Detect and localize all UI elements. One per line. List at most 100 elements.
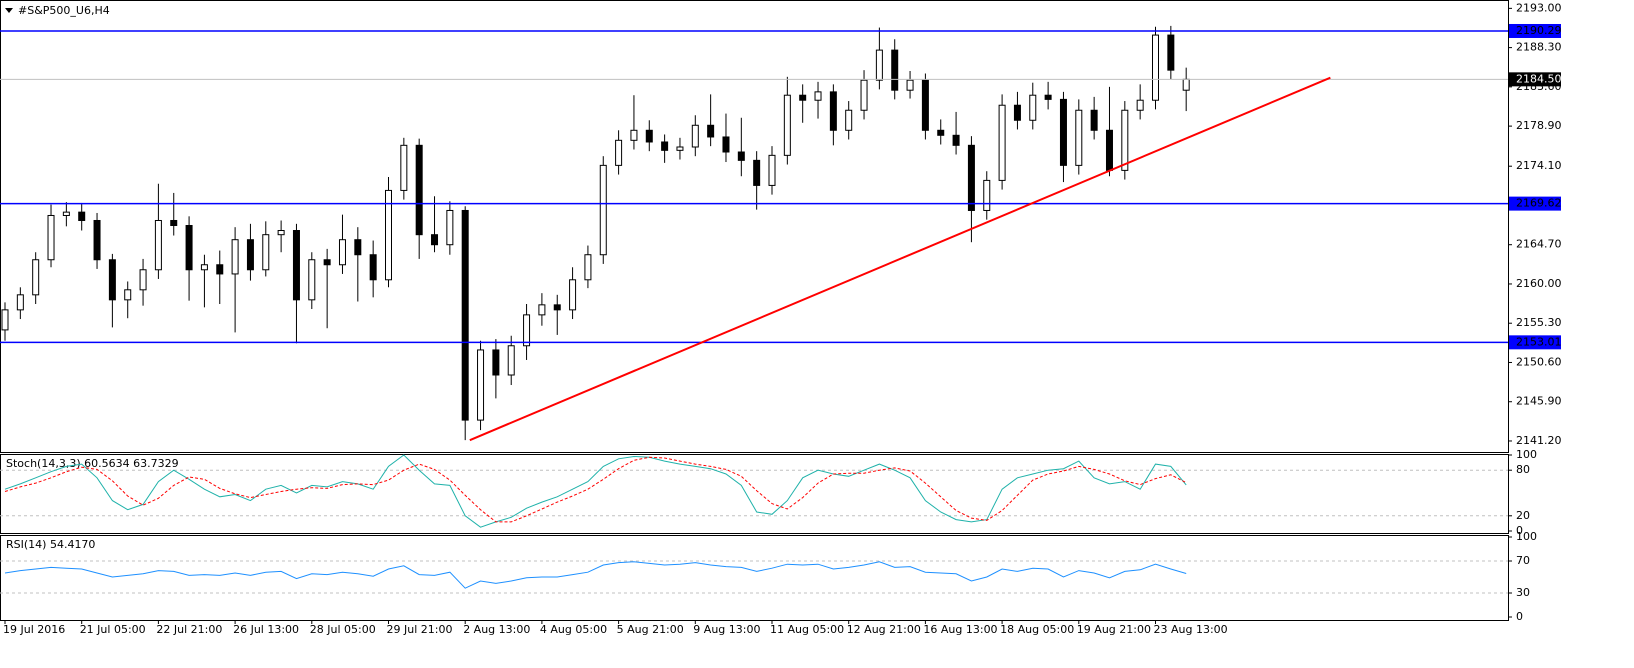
candle-body <box>538 304 546 316</box>
y-tick-label: 70 <box>1516 554 1530 567</box>
candle-body <box>676 146 684 151</box>
trend-line <box>469 76 1331 442</box>
candle-body <box>983 179 991 211</box>
candle-body <box>891 49 899 91</box>
candle-body <box>523 314 531 347</box>
x-tick-label: 4 Aug 05:00 <box>540 623 607 636</box>
candle-body <box>952 134 960 146</box>
candle-body <box>47 214 55 261</box>
candle-body <box>216 264 224 275</box>
candle-body <box>553 304 561 311</box>
candle-body <box>1167 34 1175 71</box>
candle-body <box>154 219 162 271</box>
candle-body <box>937 129 945 136</box>
candle-body <box>645 129 653 143</box>
candle-body <box>906 79 914 91</box>
price-level-label: 2169.62 <box>1516 197 1562 210</box>
indicator-line <box>4 561 1187 589</box>
candle-body <box>369 254 377 281</box>
candle-body <box>584 254 592 281</box>
candle-body <box>768 154 776 186</box>
candle-body <box>185 225 193 271</box>
candle-body <box>446 209 454 246</box>
x-tick-label: 19 Aug 21:00 <box>1077 623 1151 636</box>
candle-body <box>860 79 868 111</box>
x-tick-label: 12 Aug 21:00 <box>847 623 921 636</box>
indicator-panel <box>0 535 1509 621</box>
candle-body <box>998 104 1006 181</box>
price-level-box <box>1509 23 1561 38</box>
candle-body <box>1121 109 1129 171</box>
candle-body <box>93 219 101 261</box>
indicator-title: Stoch(14,3,3) 60.5634 63.7329 <box>6 457 179 470</box>
y-tick-label: 2150.60 <box>1516 355 1562 368</box>
y-tick-label: 2155.30 <box>1516 316 1562 329</box>
y-tick-label: 2188.30 <box>1516 41 1562 54</box>
y-tick-label: 0 <box>1516 524 1523 537</box>
plot-layer: 2193.002188.302183.602178.902174.102164.… <box>0 0 1562 636</box>
candle-body <box>461 209 469 421</box>
candle-body <box>799 94 807 101</box>
candle-body <box>32 259 40 296</box>
candle-body <box>124 289 132 301</box>
x-tick-label: 28 Jul 05:00 <box>310 623 376 636</box>
candle-body <box>845 109 853 131</box>
candle-body <box>707 124 715 138</box>
price-level-box <box>1509 196 1561 211</box>
candle-body <box>492 349 500 376</box>
candle-body <box>477 349 485 421</box>
candle-body <box>661 141 669 151</box>
y-tick-label: 2178.90 <box>1516 119 1562 132</box>
candle-body <box>431 234 439 246</box>
price-level-box <box>1509 72 1561 87</box>
candle-body <box>139 269 147 291</box>
candle-body <box>615 139 623 166</box>
x-tick-label: 16 Aug 13:00 <box>923 623 997 636</box>
y-tick-label: 100 <box>1516 530 1537 543</box>
x-tick-label: 18 Aug 05:00 <box>1000 623 1074 636</box>
y-tick-label: 0 <box>1516 610 1523 623</box>
candle-body <box>323 259 331 266</box>
candle-body <box>1182 78 1190 91</box>
candle-body <box>354 239 362 256</box>
candle-body <box>385 189 392 281</box>
candle-body <box>246 239 254 271</box>
x-tick-label: 26 Jul 13:00 <box>233 623 299 636</box>
candle-body <box>921 79 929 131</box>
y-tick-label: 2164.70 <box>1516 238 1562 251</box>
candle-body <box>569 279 577 311</box>
indicator-line <box>4 454 1187 528</box>
candle-body <box>599 164 607 256</box>
price-level-label: 2153.01 <box>1516 335 1562 348</box>
candle-body <box>62 211 70 216</box>
x-tick-label: 22 Jul 21:00 <box>156 623 222 636</box>
candle-body <box>1075 109 1083 166</box>
main-panel <box>0 0 1509 453</box>
candle-body <box>338 239 346 266</box>
y-tick-label: 100 <box>1516 448 1537 461</box>
candle-body <box>829 91 837 131</box>
candle-body <box>753 159 761 186</box>
candle-body <box>1013 104 1021 121</box>
candle-body <box>231 239 239 275</box>
collapse-icon[interactable] <box>5 8 13 13</box>
candle-body <box>1044 94 1052 100</box>
candle-body <box>400 144 408 191</box>
candle-body <box>108 259 116 301</box>
candle-body <box>16 294 24 311</box>
candle-body <box>200 264 208 271</box>
price-level-box <box>1509 335 1561 350</box>
candle-body <box>507 345 515 376</box>
candle-body <box>1029 94 1037 121</box>
candle-body <box>1090 109 1098 131</box>
candle-body <box>737 151 745 161</box>
candle-body <box>875 49 883 81</box>
y-tick-label: 30 <box>1516 586 1530 599</box>
candle-body <box>967 144 975 211</box>
candle-body <box>814 91 822 101</box>
candle-body <box>1136 99 1144 111</box>
y-tick-label: 2160.00 <box>1516 277 1562 290</box>
candle-body <box>630 129 638 141</box>
